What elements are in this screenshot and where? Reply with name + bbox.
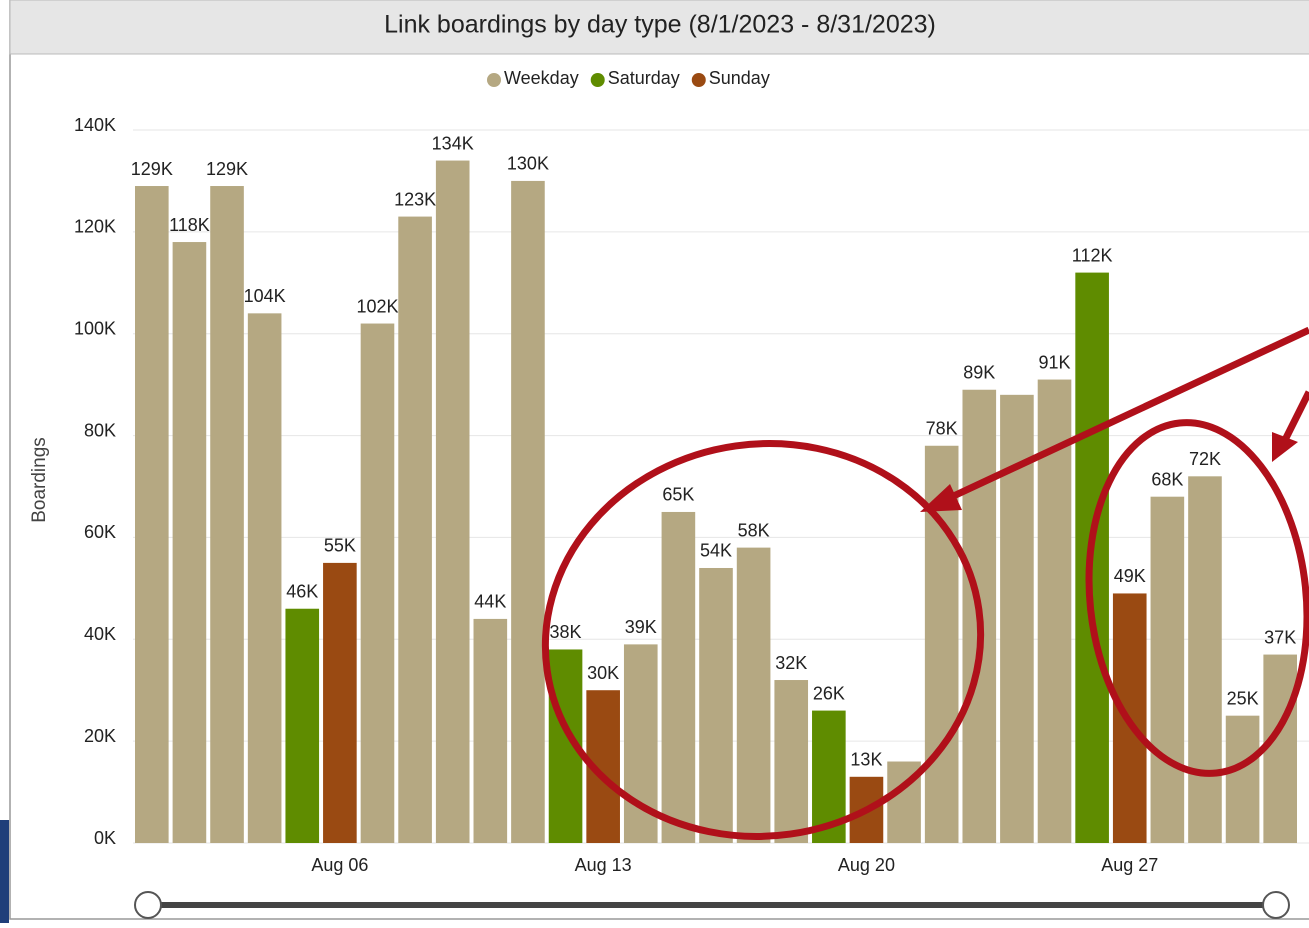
data-label: 134K <box>432 133 474 153</box>
data-label: 118K <box>169 215 210 235</box>
data-label: 32K <box>775 653 807 673</box>
data-label: 112K <box>1072 245 1113 265</box>
data-label: 123K <box>394 189 436 209</box>
legend-swatch <box>590 73 605 87</box>
data-label: 37K <box>1264 627 1296 647</box>
bar <box>210 186 244 843</box>
data-label: 65K <box>662 485 694 505</box>
legend-swatch <box>691 73 706 87</box>
slider-handle[interactable] <box>1262 891 1290 919</box>
data-label: 68K <box>1151 469 1183 489</box>
data-label: 104K <box>244 286 286 306</box>
bar <box>172 242 207 844</box>
y-axis-label: Boardings <box>29 437 50 523</box>
bar <box>736 547 771 843</box>
arrow-head <box>920 484 962 512</box>
x-tick-label: Aug 20 <box>838 855 895 875</box>
annotations <box>541 326 1309 840</box>
legend-label: Sunday <box>709 68 770 88</box>
chart-title: Link boardings by day type (8/1/2023 - 8… <box>384 11 936 39</box>
y-tick-label: 100K <box>74 318 116 338</box>
bar <box>135 186 169 843</box>
data-label: 102K <box>356 296 398 316</box>
bar <box>1150 496 1185 843</box>
bar <box>473 618 508 843</box>
bar <box>661 511 696 843</box>
data-label: 44K <box>474 592 506 612</box>
data-label: 39K <box>625 617 657 637</box>
arrow-line <box>1281 390 1309 442</box>
data-label: 46K <box>286 581 318 601</box>
bar <box>1188 476 1222 843</box>
x-tick-label: Aug 13 <box>575 855 632 875</box>
x-tick-label: Aug 06 <box>311 855 368 875</box>
slider <box>134 891 1290 919</box>
x-tick-label: Aug 27 <box>1101 855 1158 875</box>
bar <box>699 567 733 843</box>
legend: Weekday Saturday Sunday <box>487 68 770 88</box>
bar <box>435 160 470 844</box>
legend-label: Weekday <box>504 68 579 88</box>
data-label: 38K <box>550 622 582 642</box>
data-label: 129K <box>131 159 173 179</box>
y-tick-label: 0K <box>94 828 116 848</box>
bar <box>247 313 282 843</box>
data-label: 72K <box>1189 449 1221 469</box>
arrow-line <box>943 326 1309 504</box>
bar <box>1225 715 1260 843</box>
y-tick-label: 140K <box>74 115 116 135</box>
data-label: 54K <box>700 541 732 561</box>
bar <box>323 562 357 843</box>
data-label: 78K <box>926 419 958 439</box>
data-label: 26K <box>813 683 845 703</box>
header-bar <box>9 0 1309 55</box>
data-label: 49K <box>1114 566 1146 586</box>
data-label: 55K <box>324 536 356 556</box>
data-label: 58K <box>738 520 770 540</box>
y-tick-label: 40K <box>84 624 116 644</box>
slider-handle[interactable] <box>134 891 162 919</box>
data-label: 129K <box>206 159 248 179</box>
y-tick-label: 20K <box>84 726 116 746</box>
highlight-ellipse <box>541 440 985 840</box>
bar <box>774 680 809 843</box>
data-label: 130K <box>507 154 549 174</box>
y-tick-label: 60K <box>84 522 116 542</box>
data-label: 91K <box>1039 352 1071 372</box>
bar <box>285 608 320 843</box>
bar <box>1263 654 1297 843</box>
y-tick-label: 120K <box>74 217 116 237</box>
arrow-head <box>1272 432 1298 462</box>
highlight-ellipse <box>1085 419 1309 777</box>
data-label: 89K <box>963 362 995 382</box>
y-tick-label: 80K <box>84 420 116 440</box>
legend-label: Saturday <box>608 68 680 88</box>
bar <box>398 216 432 844</box>
data-label: 25K <box>1227 688 1259 708</box>
plot: 0K 20K 40K 60K 80K 100K 120K 140K Aug 06 Aug 13 Au… <box>74 115 1309 875</box>
data-label: 13K <box>850 750 882 770</box>
data-label: 30K <box>587 663 619 683</box>
bar <box>511 180 545 843</box>
legend-swatch <box>487 73 501 87</box>
bar <box>360 323 395 843</box>
side-strip <box>0 820 9 923</box>
